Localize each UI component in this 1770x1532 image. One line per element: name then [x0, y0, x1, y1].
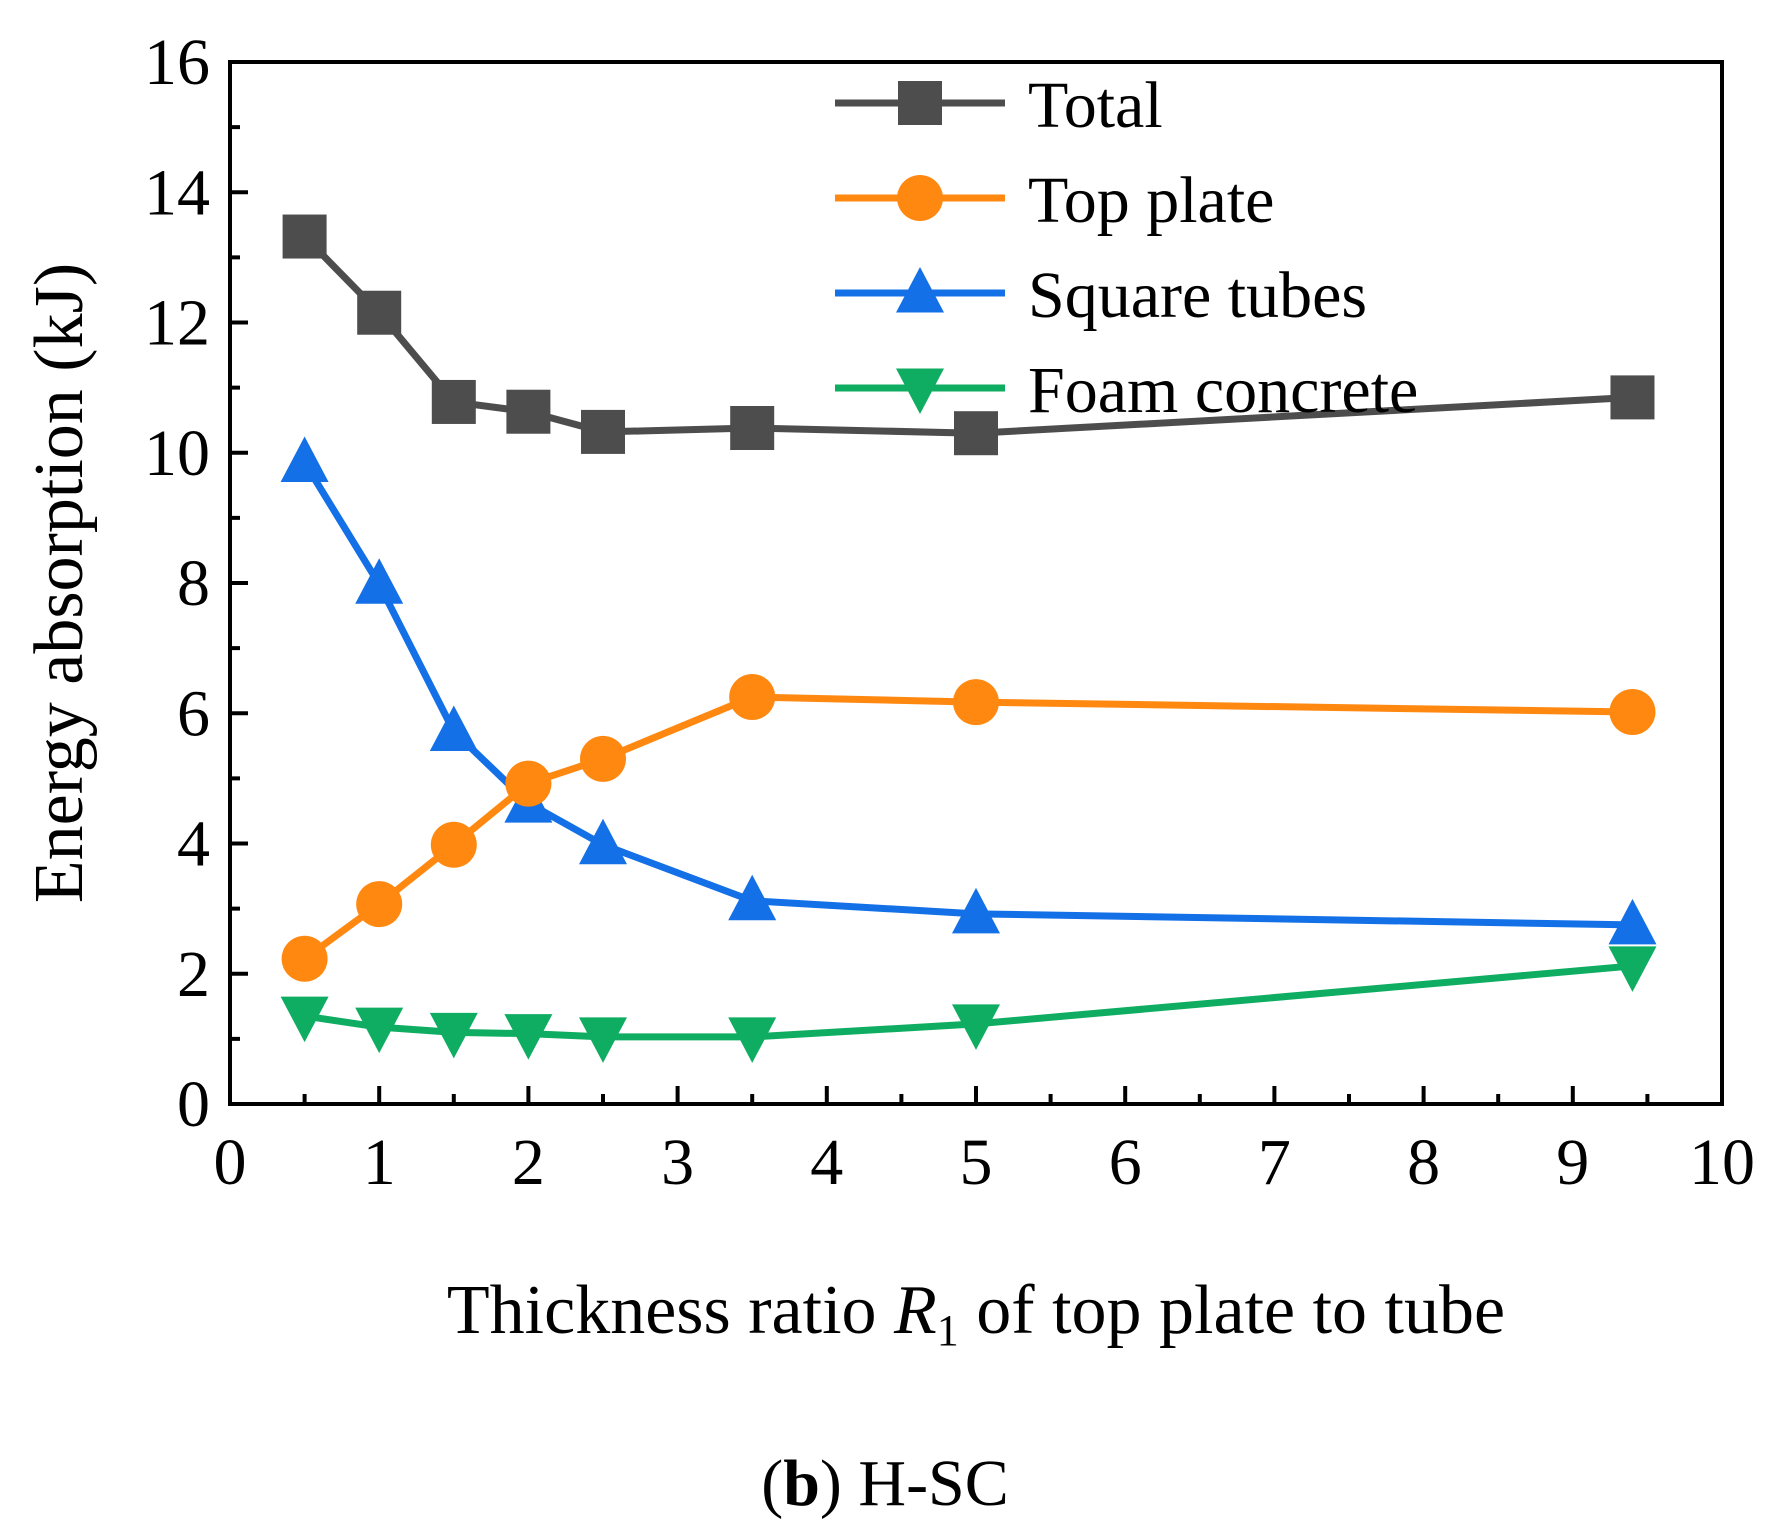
- circle-marker: [430, 821, 477, 868]
- x-tick-label: 2: [512, 1126, 545, 1199]
- circle-marker: [580, 735, 626, 782]
- circle-marker: [1609, 688, 1656, 735]
- square-marker: [581, 409, 625, 454]
- circle-marker: [505, 760, 552, 807]
- triangle-up-marker: [952, 887, 1000, 934]
- square-marker: [898, 81, 942, 125]
- series-foam-concrete: [280, 946, 1657, 1063]
- legend-item: Top plate: [835, 164, 1274, 237]
- x-axis-title-var: R: [893, 1272, 937, 1349]
- series-top-plate: [281, 673, 1656, 982]
- x-axis-title: Thickness ratio R1 of top plate to tube: [447, 1272, 1505, 1355]
- y-tick-label: 0: [177, 1068, 210, 1141]
- legend-item: Square tubes: [835, 259, 1367, 332]
- x-tick-label: 9: [1556, 1126, 1589, 1199]
- x-axis-title-sub: 1: [937, 1306, 959, 1355]
- triangle-up-marker: [280, 436, 329, 483]
- x-tick-label: 4: [810, 1126, 843, 1199]
- x-tick-label: 3: [661, 1126, 694, 1199]
- legend-label: Square tubes: [1028, 259, 1367, 332]
- triangle-down-marker: [728, 1017, 777, 1063]
- triangle-down-marker: [952, 1004, 1000, 1050]
- y-axis-title: Energy absorption (kJ): [21, 263, 98, 903]
- y-tick-label: 4: [177, 808, 210, 881]
- legend-label: Foam concrete: [1028, 354, 1418, 427]
- series-total: [282, 214, 1655, 456]
- legend-label: Top plate: [1028, 164, 1274, 237]
- triangle-down-marker: [1608, 946, 1657, 992]
- triangle-down-marker: [504, 1014, 553, 1060]
- caption-label: b: [783, 1447, 820, 1520]
- legend-label: Total: [1028, 69, 1163, 142]
- triangle-up-marker: [1608, 898, 1657, 945]
- y-tick-label: 12: [144, 287, 210, 360]
- circle-marker: [356, 881, 403, 928]
- triangle-up-marker: [355, 558, 404, 604]
- legend-item: Total: [835, 69, 1163, 142]
- triangle-down-marker: [429, 1012, 478, 1059]
- triangle-down-marker: [896, 368, 944, 414]
- circle-marker: [897, 175, 943, 221]
- series-line: [301, 460, 1633, 929]
- x-tick-label: 0: [214, 1126, 247, 1199]
- y-tick-label: 2: [177, 938, 210, 1011]
- plot-frame: [228, 60, 1724, 1106]
- square-marker: [954, 411, 998, 456]
- square-marker: [506, 389, 551, 434]
- square-marker: [282, 214, 327, 259]
- y-tick-label: 16: [144, 26, 210, 99]
- triangle-up-marker: [579, 818, 627, 865]
- triangle-down-marker: [355, 1007, 404, 1054]
- triangle-up-marker: [896, 267, 944, 313]
- x-axis-title-suffix: of top plate to tube: [959, 1272, 1505, 1349]
- triangle-down-marker: [579, 1017, 627, 1063]
- series-line: [302, 234, 1633, 437]
- legend-item: Foam concrete: [835, 354, 1418, 427]
- y-tick-label: 6: [177, 677, 210, 750]
- x-tick-label: 8: [1407, 1126, 1440, 1199]
- square-marker: [431, 379, 476, 424]
- x-tick-label: 1: [363, 1126, 396, 1199]
- y-tick-label: 10: [144, 417, 210, 490]
- x-tick-label: 7: [1258, 1126, 1291, 1199]
- y-tick-label: 14: [144, 156, 210, 229]
- circle-marker: [281, 935, 328, 982]
- axis-ticks: [228, 60, 1724, 1106]
- triangle-up-marker: [728, 874, 777, 921]
- series-square-tubes: [280, 436, 1657, 945]
- square-marker: [1610, 375, 1655, 420]
- x-tick-label: 6: [1109, 1126, 1142, 1199]
- circle-marker: [729, 673, 776, 720]
- square-marker: [357, 290, 402, 335]
- triangle-down-marker: [280, 996, 329, 1043]
- plot-series: [280, 214, 1657, 1063]
- y-tick-label: 8: [177, 547, 210, 620]
- legend: Total Top plate Square tubes Foam concrete: [835, 69, 1418, 427]
- x-tick-label: 5: [960, 1126, 993, 1199]
- x-axis-title-prefix: Thickness ratio: [447, 1272, 894, 1349]
- square-marker: [730, 406, 775, 451]
- caption-text: H-SC: [858, 1447, 1008, 1520]
- figure-caption: (b) H-SC: [761, 1447, 1009, 1520]
- circle-marker: [953, 679, 999, 726]
- x-tick-label: 10: [1689, 1126, 1755, 1199]
- triangle-up-marker: [429, 705, 478, 751]
